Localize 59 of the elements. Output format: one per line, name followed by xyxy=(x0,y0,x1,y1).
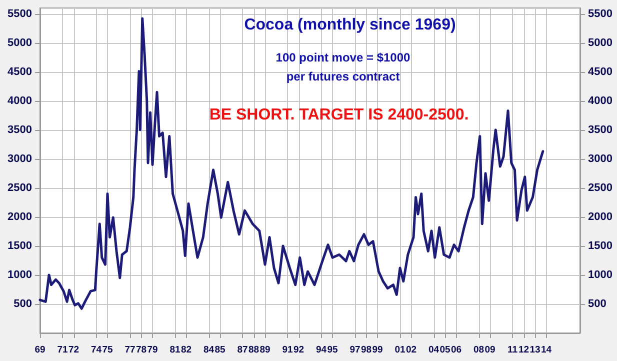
y2-tick-label: 2000 xyxy=(588,210,612,223)
x-tick-label: 13 xyxy=(530,344,540,356)
x-tick-label: 91 xyxy=(282,344,294,356)
line-series xyxy=(38,17,544,310)
y2-tick-label: 5000 xyxy=(588,36,612,49)
annotation: BE SHORT. TARGET IS 2400-2500. xyxy=(209,106,469,124)
x-tick-label: 81 xyxy=(170,344,181,356)
y-tick-label: 5500 xyxy=(8,8,32,20)
x-tick-label: 82 xyxy=(180,344,192,356)
x-tick-label: 06 xyxy=(450,344,462,356)
x-tick-label: 11 xyxy=(507,344,518,356)
y2-tick-label: 3000 xyxy=(588,152,612,165)
x-tick-label: 78 xyxy=(136,344,147,356)
x-tick-label: 71 xyxy=(57,344,68,356)
y2-tick-label: 5500 xyxy=(588,8,612,20)
y-tick-label: 4000 xyxy=(8,94,32,107)
y2-tick-label: 4000 xyxy=(588,94,612,107)
x-tick-label: 79 xyxy=(147,344,158,356)
x-tick-label: 01 xyxy=(394,344,406,356)
y2-tick-label: 500 xyxy=(588,298,606,310)
x-tick-label: 69 xyxy=(34,344,46,356)
x-tick-label: 74 xyxy=(90,344,102,356)
x-tick-label: 09 xyxy=(484,344,496,356)
x-tick-label: 95 xyxy=(327,344,338,356)
x-tick-label: 98 xyxy=(360,344,372,356)
y2-tick-label: 1000 xyxy=(588,268,612,281)
x-tick-label: 75 xyxy=(102,344,114,356)
x-tick-label: 05 xyxy=(440,344,451,356)
y2-tick-label: 1500 xyxy=(588,240,612,252)
y-tick-label: 3000 xyxy=(8,152,32,165)
y-tick-label: 5000 xyxy=(8,36,32,49)
x-tick-label: 02 xyxy=(406,344,417,356)
y-tick-label: 3500 xyxy=(8,124,32,136)
x-tick-label: 72 xyxy=(68,344,80,356)
x-tick-label: 85 xyxy=(214,344,226,356)
x-tick-label: 87 xyxy=(237,344,248,356)
x-tick-label: 77 xyxy=(124,344,136,356)
text: Cocoa (monthly since 1969) xyxy=(244,16,456,34)
x-tick-label: 04 xyxy=(428,344,440,356)
y2-tick-label: 3500 xyxy=(588,124,612,136)
y-tick-label: 1500 xyxy=(8,240,32,252)
x-tick-label: 99 xyxy=(372,344,383,356)
y-tick-label: 500 xyxy=(14,298,32,310)
x-tick-label: 97 xyxy=(350,344,360,356)
y2-tick-label: 2500 xyxy=(588,182,612,194)
y-tick-label: 1000 xyxy=(8,268,32,281)
x-tick-label: 89 xyxy=(260,344,270,356)
x-tick-label: 14 xyxy=(540,344,552,356)
x-tick-label: 92 xyxy=(293,344,304,356)
y-tick-label: 2500 xyxy=(8,182,32,194)
y2-tick-label: 4500 xyxy=(588,66,612,78)
x-tick-label: 94 xyxy=(316,344,328,356)
x-tick-label: 08 xyxy=(473,344,484,356)
x-tick-label: 12 xyxy=(518,344,530,356)
y-tick-label: 4500 xyxy=(8,66,32,78)
y-tick-label: 2000 xyxy=(8,210,32,223)
text: 100 point move = $1000 per futures contract xyxy=(276,50,411,84)
x-tick-label: 84 xyxy=(203,344,215,356)
x-tick-label: 88 xyxy=(248,344,260,356)
